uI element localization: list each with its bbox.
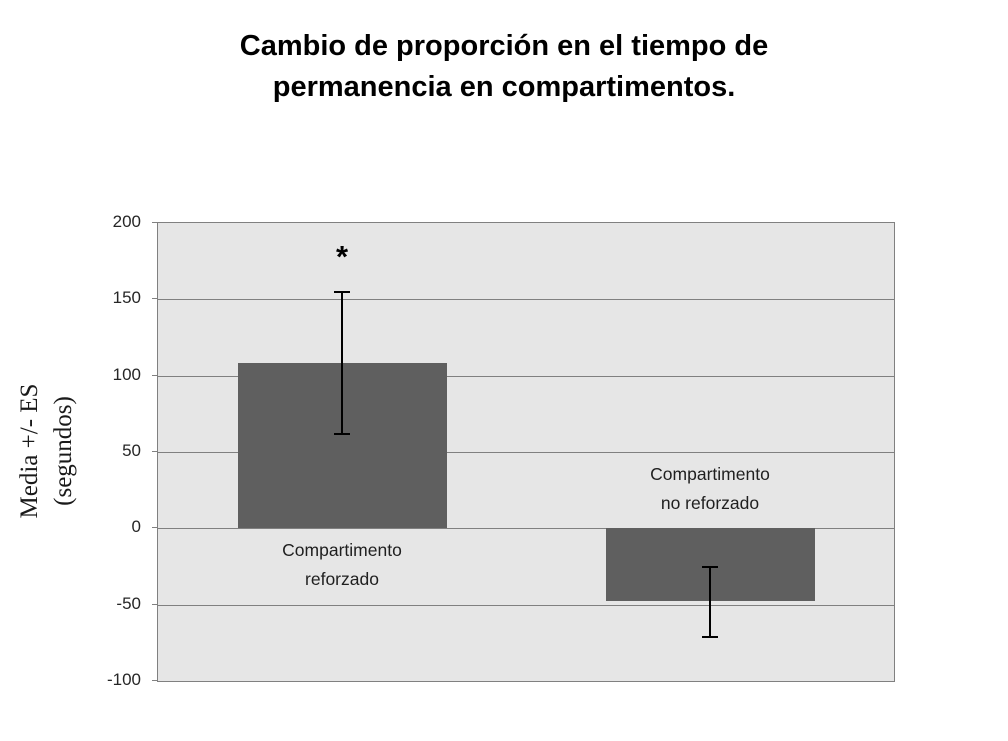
error-bar-line (709, 567, 711, 637)
category-label-line: Compartimento (282, 540, 402, 560)
y-tick-mark (152, 298, 158, 299)
gridline-y-50 (158, 452, 894, 453)
y-tick-mark (152, 527, 158, 528)
gridline-y-0 (158, 528, 894, 529)
plot-area: * Compartimento reforzado Compartimento … (157, 222, 895, 682)
category-label-line: reforzado (305, 569, 379, 589)
chart-title-line-2: permanencia en compartimentos. (272, 71, 736, 103)
y-tick-label-100: 100 (112, 365, 141, 384)
error-bar-line (341, 292, 343, 434)
significance-asterisk: * (335, 239, 349, 274)
chart-title: Cambio de proporción en el tiempo de per… (0, 26, 1008, 108)
y-tick-label--100: -100 (106, 670, 141, 689)
y-tick-label--50: -50 (116, 594, 141, 613)
y-tick-mark (152, 604, 158, 605)
category-label-line: Compartimento (650, 464, 770, 484)
y-tick-label-150: 150 (112, 288, 141, 307)
y-tick-mark (152, 680, 158, 681)
gridline-y-150 (158, 299, 894, 300)
y-tick-mark (152, 375, 158, 376)
error-bar-cap (702, 636, 718, 638)
category-label-compartimento-reforzado: Compartimento reforzado (222, 536, 462, 594)
error-bar-cap (334, 433, 350, 435)
chart-title-line-1: Cambio de proporción en el tiempo de (239, 30, 769, 62)
category-label-compartimento-no-reforzado: Compartimento no reforzado (590, 460, 830, 518)
y-tick-label-50: 50 (122, 441, 141, 460)
error-bar-cap (334, 291, 350, 293)
category-label-line: no reforzado (660, 493, 760, 513)
y-tick-mark (152, 451, 158, 452)
gridline-y--50 (158, 605, 894, 606)
error-bar-cap (702, 566, 718, 568)
gridline-y-100 (158, 376, 894, 377)
y-tick-mark (152, 222, 158, 223)
y-tick-label-0: 0 (131, 517, 141, 536)
y-tick-label-200: 200 (112, 212, 141, 231)
